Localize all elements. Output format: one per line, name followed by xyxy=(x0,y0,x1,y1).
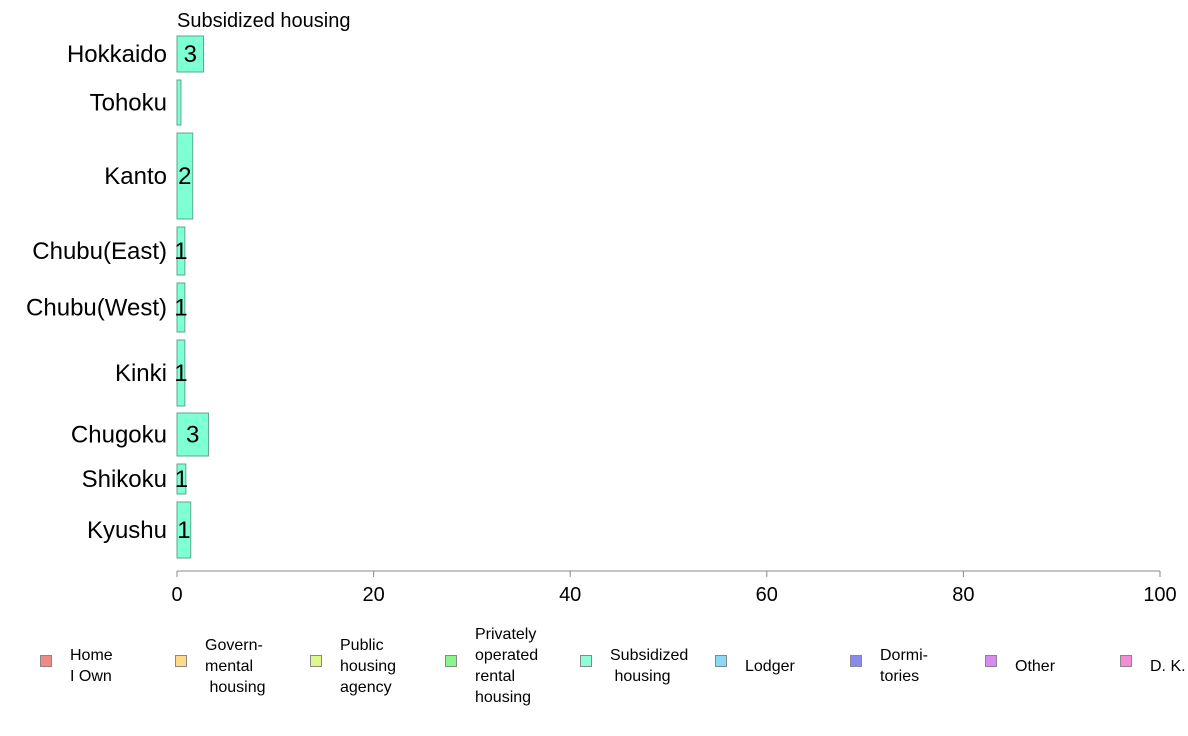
legend-swatch xyxy=(40,655,52,667)
legend-label: Subsidized housing xyxy=(610,647,689,685)
category-label: Chubu(East) xyxy=(32,238,167,265)
legend-label: Privately operated rental housing xyxy=(475,626,539,706)
bar-kanto xyxy=(176,132,194,220)
category-label: Hokkaido xyxy=(67,41,167,68)
category-label: Kinki xyxy=(115,360,167,387)
category-label: Shikoku xyxy=(82,466,167,493)
bar-chubu-east xyxy=(176,226,186,276)
legend-label: Home I Own xyxy=(70,647,113,685)
category-label: Chubu(West) xyxy=(26,295,167,322)
category-label: Kyushu xyxy=(87,517,167,544)
x-tick-label: 100 xyxy=(1143,584,1176,606)
data-label: 3 xyxy=(186,422,199,449)
bar-chart: Subsidized housing Hokkaido 3 Tohoku Kanto 2… xyxy=(26,10,1177,606)
legend-label: Public housing agency xyxy=(340,636,397,696)
x-tick-label: 20 xyxy=(362,584,384,606)
legend: Home I Own Govern- mental housing Public h… xyxy=(0,616,1188,716)
bar-chugoku xyxy=(176,412,209,457)
legend-swatch xyxy=(310,655,322,667)
x-tick-label: 40 xyxy=(559,584,581,606)
data-label: 1 xyxy=(175,466,188,493)
data-label: 1 xyxy=(174,238,187,265)
chart-title: Subsidized housing xyxy=(177,10,350,32)
legend-swatch xyxy=(850,655,862,667)
bar-shikoku xyxy=(176,463,187,495)
category-label: Chugoku xyxy=(71,422,167,449)
x-tick-label: 0 xyxy=(171,584,182,606)
legend-swatch xyxy=(445,655,457,667)
legend-label: D. K. xyxy=(1150,657,1186,675)
legend-label: Lodger xyxy=(745,657,795,675)
legend-label: Dormi- tories xyxy=(880,647,928,685)
legend-swatch xyxy=(175,655,187,667)
legend-label: Govern- mental housing xyxy=(205,636,266,696)
bar-chubu-west xyxy=(176,282,186,333)
data-label: 3 xyxy=(184,41,197,68)
data-label: 1 xyxy=(174,360,187,387)
category-label: Kanto xyxy=(104,163,167,190)
x-tick-label: 80 xyxy=(952,584,974,606)
bar-kyushu xyxy=(176,501,192,559)
data-label: 2 xyxy=(178,163,191,190)
data-label: 1 xyxy=(174,295,187,322)
legend-swatch xyxy=(1120,655,1132,667)
bar-hokkaido xyxy=(176,35,205,73)
legend-swatch xyxy=(580,655,592,667)
legend-label: Other xyxy=(1015,657,1056,675)
x-tick-label: 60 xyxy=(756,584,778,606)
bar-kinki xyxy=(176,339,186,407)
legend-swatch xyxy=(985,655,997,667)
legend-swatch xyxy=(715,655,727,667)
category-label: Tohoku xyxy=(90,90,167,117)
bar-tohoku xyxy=(176,79,182,126)
data-label: 1 xyxy=(177,517,190,544)
